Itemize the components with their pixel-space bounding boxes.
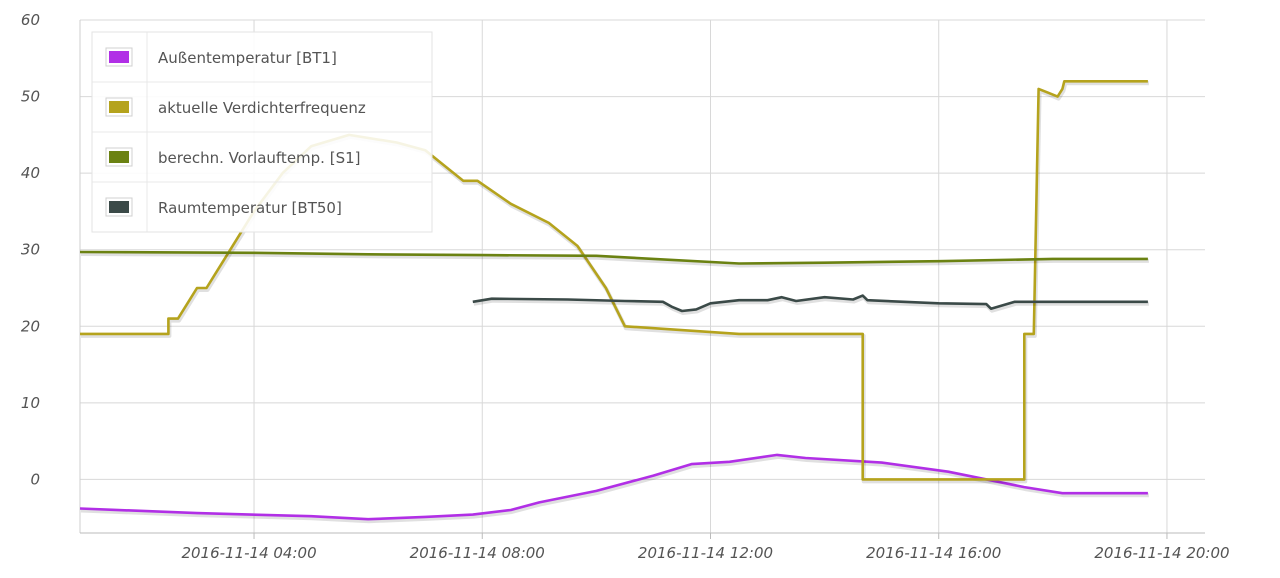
- legend-swatch: [109, 101, 129, 113]
- series-line-shadow: [80, 252, 1149, 268]
- series-line-3: [79, 250, 1148, 265]
- legend-label: Außentemperatur [BT1]: [158, 49, 337, 67]
- series-line-4: [472, 294, 1148, 313]
- y-tick-label: 10: [21, 394, 40, 412]
- legend-label: aktuelle Verdichterfrequenz: [158, 99, 366, 117]
- y-tick-label: 0: [30, 470, 40, 488]
- y-tick-label: 40: [21, 164, 40, 182]
- series-line-2: [80, 80, 1148, 481]
- x-tick-label: 2016-11-14 12:00: [638, 544, 773, 562]
- series-line-1: [79, 453, 1148, 521]
- legend-label: berechn. Vorlauftemp. [S1]: [158, 149, 361, 167]
- series-line-shadow: [80, 454, 1149, 524]
- series-lines: [79, 80, 1149, 524]
- x-tick-label: 2016-11-14 20:00: [1094, 544, 1229, 562]
- legend-swatch: [109, 51, 129, 63]
- y-tick-label: 30: [21, 241, 40, 259]
- x-tick-label: 2016-11-14 08:00: [410, 544, 545, 562]
- y-tick-label: 60: [21, 11, 40, 29]
- legend-label: Raumtemperatur [BT50]: [158, 199, 342, 217]
- y-tick-label: 50: [21, 88, 40, 106]
- legend-swatch: [109, 201, 129, 213]
- legend-swatch: [109, 151, 129, 163]
- x-tick-label: 2016-11-14 16:00: [866, 544, 1001, 562]
- axes: [79, 20, 1205, 539]
- x-tick-label: 2016-11-14 04:00: [181, 544, 316, 562]
- legend: Außentemperatur [BT1] aktuelle Verdichter…: [91, 31, 433, 233]
- y-tick-labels: 0 10 20 30 40 50 60: [21, 11, 40, 488]
- x-tick-labels: 2016-11-14 04:00 2016-11-14 08:00 2016-11-…: [181, 544, 1229, 562]
- y-tick-label: 20: [21, 317, 40, 335]
